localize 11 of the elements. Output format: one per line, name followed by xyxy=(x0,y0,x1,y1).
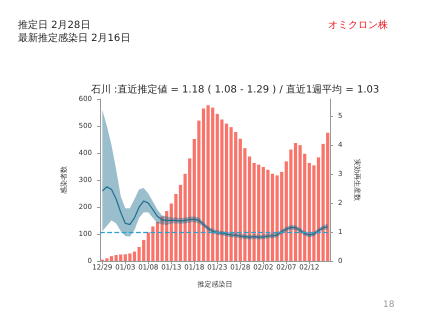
text: 推定日 2月28日 xyxy=(18,19,90,32)
bar xyxy=(202,108,206,261)
text: 18 xyxy=(383,299,394,312)
bar xyxy=(224,124,228,261)
line-series xyxy=(102,186,328,238)
chart-title: 石川 :直近推定値 = 1.18 ( 1.08 - 1.29 ) / 直近1週平均 = 1.03 xyxy=(90,84,380,96)
bar xyxy=(294,143,298,261)
bar xyxy=(270,174,274,261)
bar xyxy=(110,256,114,261)
text: オミクロン株 xyxy=(328,19,388,32)
text: 最新推定感染日 2月16日 xyxy=(18,32,130,45)
